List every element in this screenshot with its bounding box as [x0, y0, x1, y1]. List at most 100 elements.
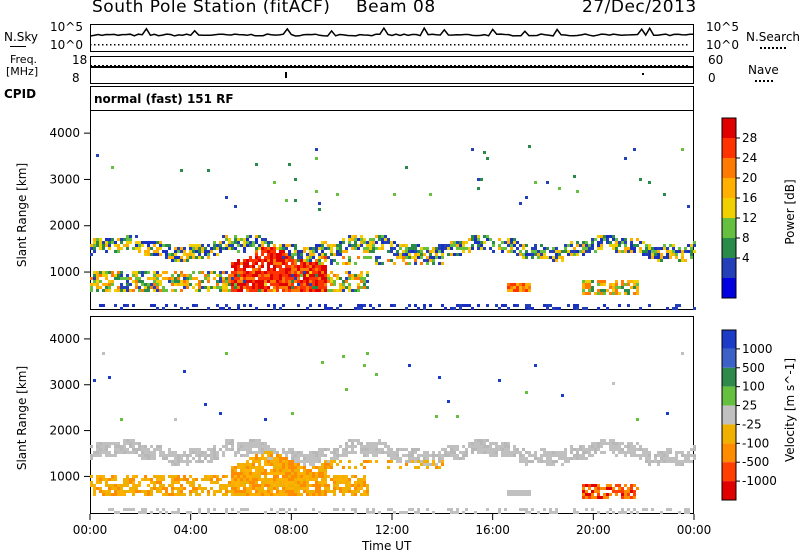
nave-dot: [630, 65, 632, 67]
heat-cell: [90, 244, 93, 247]
heat-cell: [150, 490, 153, 493]
heat-cell: [585, 247, 588, 250]
nsearch-dot: [234, 44, 236, 46]
heat-cell: [621, 238, 624, 241]
heat-cell: [174, 460, 177, 463]
heat-cell: [645, 457, 648, 460]
heat-cell: [477, 445, 480, 448]
heat-cell: [285, 280, 288, 283]
heat-cell: [603, 304, 606, 307]
heat-cell: [183, 250, 186, 253]
nsearch-dot: [346, 44, 348, 46]
heat-cell: [309, 463, 312, 466]
heat-cell: [612, 451, 615, 454]
heat-cell: [669, 244, 672, 247]
heat-cell: [189, 250, 192, 253]
heat-cell: [159, 487, 162, 490]
nsearch-dot: [318, 44, 320, 46]
heat-cell: [141, 445, 144, 448]
heat-cell: [105, 238, 108, 241]
heat-cell: [306, 262, 309, 265]
heat-cell: [597, 496, 600, 499]
nsearch-dot: [150, 44, 152, 46]
heat-cell: [483, 151, 486, 154]
heat-cell: [267, 289, 270, 292]
heat-cell: [438, 247, 441, 250]
heat-cell: [270, 508, 273, 511]
heat-cell: [606, 484, 609, 487]
nsearch-dot: [386, 44, 388, 46]
nsearch-dot: [126, 44, 128, 46]
colorbar-tick-label: 1000: [742, 342, 773, 356]
heat-cell: [300, 451, 303, 454]
heat-cell: [102, 271, 105, 274]
heat-cell: [168, 451, 171, 454]
heat-cell: [498, 307, 501, 310]
heat-cell: [504, 445, 507, 448]
heat-cell: [210, 451, 213, 454]
heat-cell: [117, 484, 120, 487]
heat-cell: [297, 280, 300, 283]
heat-cell: [132, 439, 135, 442]
heat-cell: [300, 487, 303, 490]
heat-cell: [615, 280, 618, 283]
heat-cell: [285, 262, 288, 265]
heat-cell: [627, 289, 630, 292]
heat-cell: [426, 247, 429, 250]
heat-cell: [249, 304, 252, 307]
nave-dot: [94, 65, 96, 67]
nave-dot: [234, 65, 236, 67]
heat-cell: [267, 265, 270, 268]
heat-cell: [153, 277, 156, 280]
heat-cell: [228, 490, 231, 493]
heat-cell: [591, 247, 594, 250]
heat-cell: [324, 466, 327, 469]
heat-cell: [597, 442, 600, 445]
date-label: 27/Dec/2013: [582, 0, 697, 17]
heat-cell: [318, 280, 321, 283]
heat-cell: [291, 484, 294, 487]
heat-cell: [372, 307, 375, 310]
heat-cell: [348, 484, 351, 487]
heat-cell: [267, 490, 270, 493]
heat-cell: [540, 457, 543, 460]
heat-cell: [264, 484, 267, 487]
heat-cell: [249, 487, 252, 490]
heat-cell: [252, 457, 255, 460]
heat-cell: [450, 448, 453, 451]
heat-cell: [312, 457, 315, 460]
heat-cell: [297, 475, 300, 478]
heat-cell: [519, 283, 522, 286]
heat-cell: [189, 454, 192, 457]
heat-cell: [183, 487, 186, 490]
heat-cell: [414, 259, 417, 262]
heat-cell: [465, 508, 468, 511]
heat-cell: [555, 511, 558, 514]
heat-cell: [93, 250, 96, 253]
heat-cell: [276, 451, 279, 454]
heat-cell: [489, 247, 492, 250]
heat-cell: [303, 454, 306, 457]
colorbar-segment: [722, 443, 736, 463]
nsearch-dot: [182, 44, 184, 46]
heat-cell: [555, 250, 558, 253]
heat-cell: [645, 253, 648, 256]
heat-cell: [288, 259, 291, 262]
heat-cell: [282, 253, 285, 256]
heat-cell: [558, 256, 561, 259]
heat-cell: [624, 484, 627, 487]
heat-cell: [96, 154, 99, 157]
heat-cell: [582, 253, 585, 256]
heat-cell: [561, 250, 564, 253]
heat-cell: [225, 271, 228, 274]
heat-cell: [174, 253, 177, 256]
heat-cell: [312, 466, 315, 469]
heat-cell: [666, 307, 669, 310]
nsky-line: [89, 26, 694, 37]
nave-dot: [566, 65, 568, 67]
heat-cell: [594, 238, 597, 241]
heat-cell: [297, 466, 300, 469]
heat-cell: [120, 445, 123, 448]
heat-cell: [102, 283, 105, 286]
heat-cell: [513, 448, 516, 451]
